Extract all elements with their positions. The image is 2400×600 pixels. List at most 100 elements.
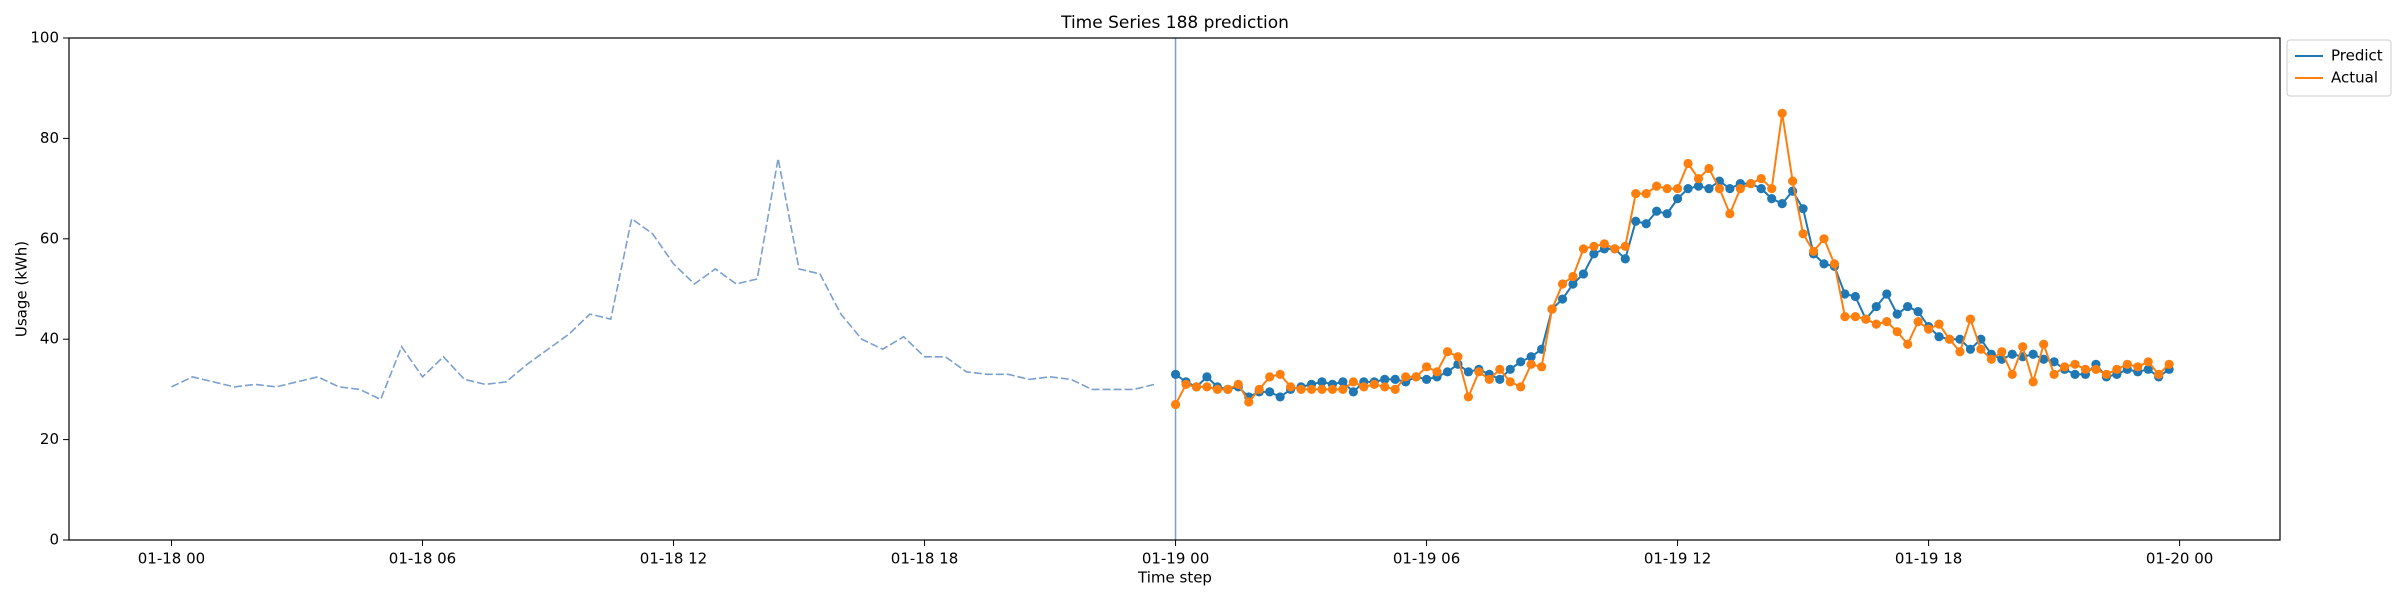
- legend-label: Actual: [2331, 69, 2378, 87]
- history-line: [171, 158, 1155, 401]
- data-point: [1306, 384, 1317, 394]
- data-point: [2154, 369, 2164, 379]
- x-tick-label: 01-20 00: [2146, 550, 2213, 568]
- data-point: [2091, 364, 2101, 374]
- data-point: [1725, 184, 1735, 194]
- data-point: [1620, 241, 1630, 251]
- data-point: [1965, 344, 1976, 354]
- y-tick-label: 60: [40, 229, 59, 247]
- x-tick-label: 01-18 00: [138, 550, 205, 568]
- data-point: [1892, 309, 1902, 319]
- data-point: [1317, 377, 1327, 387]
- data-point: [1913, 306, 1923, 317]
- data-point: [2101, 369, 2111, 379]
- data-point: [2143, 357, 2153, 367]
- data-point: [1798, 229, 1808, 239]
- data-point: [2122, 359, 2132, 369]
- data-point: [1348, 387, 1358, 397]
- data-point: [1338, 377, 1348, 387]
- data-point: [1265, 372, 1275, 382]
- x-tick-label: 01-19 18: [1895, 550, 1962, 568]
- data-point: [1986, 354, 1996, 364]
- data-point: [1735, 184, 1745, 194]
- data-point: [1463, 392, 1473, 402]
- data-point: [1944, 334, 1955, 344]
- data-point: [1871, 301, 1881, 312]
- data-point: [1338, 384, 1348, 394]
- data-point: [2059, 362, 2070, 372]
- y-tick-label: 100: [30, 29, 59, 47]
- data-point: [1516, 357, 1526, 367]
- data-point: [1495, 374, 1505, 384]
- x-axis-label: Time step: [1137, 569, 1212, 587]
- y-tick-label: 80: [40, 129, 59, 147]
- data-point: [1254, 384, 1264, 394]
- data-point: [1390, 374, 1400, 384]
- data-point: [1923, 324, 1934, 334]
- data-point: [1348, 377, 1358, 387]
- data-point: [2070, 359, 2080, 369]
- data-point: [1547, 304, 1557, 314]
- data-point: [1767, 194, 1777, 204]
- data-point: [1746, 178, 1756, 189]
- data-point: [2070, 369, 2080, 379]
- data-point: [2007, 369, 2017, 379]
- data-point: [1652, 206, 1662, 216]
- legend-box: [2286, 39, 2392, 97]
- data-point: [1997, 347, 2007, 357]
- data-point: [2143, 364, 2153, 374]
- data-point: [1296, 384, 1306, 394]
- data-point: [1672, 194, 1683, 204]
- data-point: [1484, 374, 1494, 384]
- data-point: [1850, 312, 1860, 322]
- data-point: [1380, 382, 1390, 392]
- data-point: [1704, 184, 1714, 194]
- data-point: [1704, 163, 1714, 174]
- plot-frame: [68, 37, 2281, 541]
- data-point: [1662, 184, 1672, 194]
- x-tick-label: 01-18 18: [891, 550, 958, 568]
- data-point: [1285, 382, 1296, 392]
- data-point: [1327, 384, 1338, 394]
- data-point: [1599, 239, 1609, 249]
- data-point: [1976, 344, 1986, 354]
- data-point: [1767, 184, 1777, 194]
- data-point: [1693, 173, 1704, 184]
- data-point: [1903, 339, 1913, 349]
- data-point: [1662, 209, 1672, 219]
- legend-label: Predict: [2331, 47, 2383, 65]
- data-point: [1244, 397, 1254, 407]
- data-point: [1808, 246, 1819, 256]
- data-point: [1892, 327, 1902, 337]
- y-tick-label: 40: [40, 330, 59, 348]
- data-point: [1819, 234, 1829, 244]
- data-point: [2007, 349, 2017, 359]
- data-point: [2039, 354, 2049, 364]
- data-point: [1526, 359, 1536, 369]
- y-axis-label: Usage (kWh): [13, 241, 31, 337]
- data-point: [1913, 317, 1923, 327]
- data-point: [1516, 382, 1526, 392]
- data-point: [1421, 362, 1432, 372]
- data-point: [1882, 289, 1892, 299]
- data-point: [1526, 352, 1536, 362]
- data-point: [1798, 204, 1808, 214]
- x-tick-label: 01-19 06: [1393, 550, 1460, 568]
- data-point: [1631, 216, 1641, 226]
- data-point: [1641, 219, 1651, 229]
- data-point: [1829, 259, 1840, 269]
- data-point: [2164, 359, 2174, 369]
- data-point: [1882, 317, 1892, 327]
- x-tick-label: 01-18 12: [640, 550, 707, 568]
- data-point: [1683, 158, 1693, 169]
- data-point: [1934, 332, 1944, 342]
- data-point: [1390, 384, 1400, 394]
- data-point: [2049, 357, 2059, 367]
- data-point: [1369, 379, 1379, 389]
- data-point: [1631, 189, 1641, 199]
- data-point: [1495, 364, 1505, 374]
- data-point: [1652, 181, 1662, 191]
- data-point: [1819, 259, 1829, 269]
